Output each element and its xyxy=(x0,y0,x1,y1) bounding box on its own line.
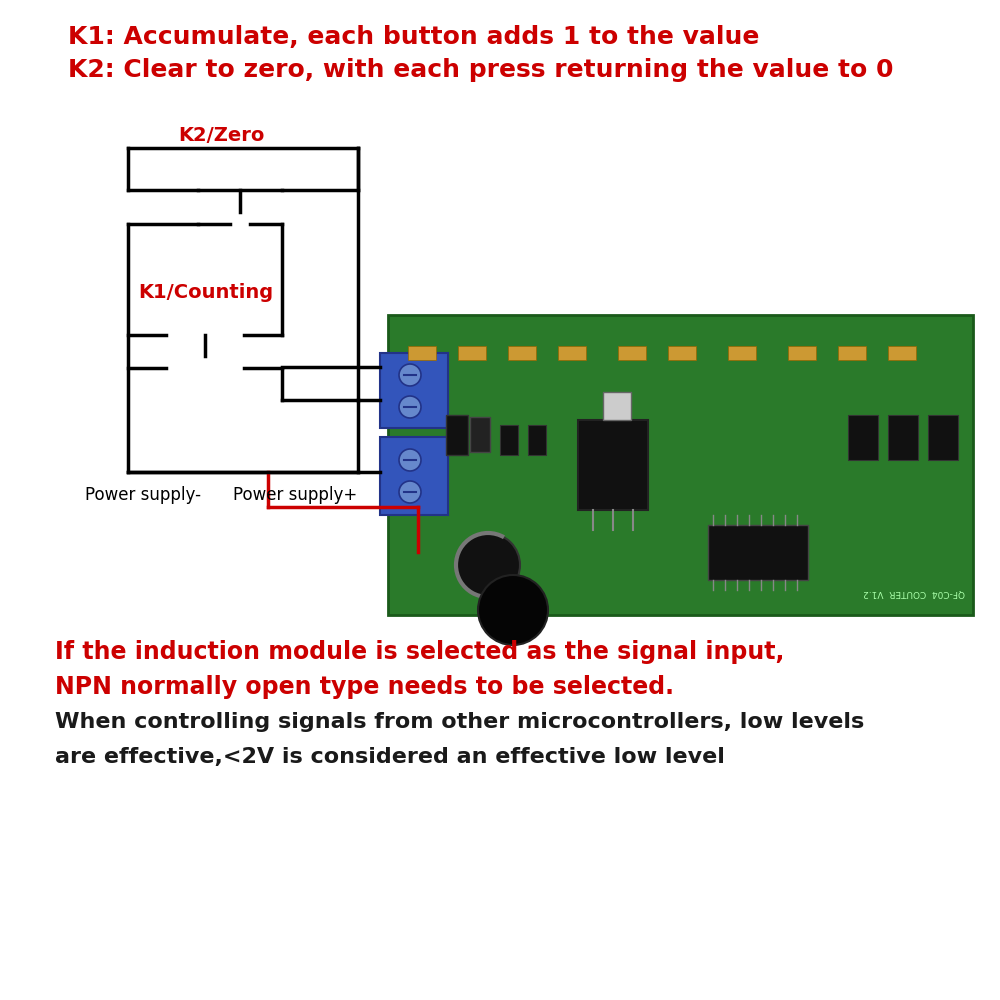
Bar xyxy=(446,415,468,455)
Circle shape xyxy=(456,533,520,597)
Bar xyxy=(788,346,816,360)
Text: K2: Clear to zero, with each press returning the value to 0: K2: Clear to zero, with each press retur… xyxy=(68,58,894,82)
Bar xyxy=(888,415,918,460)
Bar xyxy=(603,392,631,420)
Bar xyxy=(388,315,973,615)
Bar xyxy=(470,417,490,452)
Bar xyxy=(728,346,756,360)
Text: QF-C04  COUTER  V1.2: QF-C04 COUTER V1.2 xyxy=(863,588,965,597)
Bar xyxy=(838,346,866,360)
Bar xyxy=(618,346,646,360)
Text: are effective,<2V is considered an effective low level: are effective,<2V is considered an effec… xyxy=(55,747,725,767)
Bar xyxy=(380,353,448,428)
Text: K1: Accumulate, each button adds 1 to the value: K1: Accumulate, each button adds 1 to th… xyxy=(68,25,759,49)
Text: If the induction module is selected as the signal input,: If the induction module is selected as t… xyxy=(55,640,784,664)
Circle shape xyxy=(399,481,421,503)
Bar xyxy=(408,346,436,360)
Circle shape xyxy=(399,449,421,471)
Text: K2/Zero: K2/Zero xyxy=(178,126,264,145)
Text: Power supply+: Power supply+ xyxy=(233,486,357,504)
Bar xyxy=(928,415,958,460)
Bar xyxy=(458,346,486,360)
Circle shape xyxy=(478,575,548,645)
Bar xyxy=(668,346,696,360)
Bar xyxy=(848,415,878,460)
Bar xyxy=(528,425,546,455)
Text: K1/Counting: K1/Counting xyxy=(138,283,273,302)
Circle shape xyxy=(399,364,421,386)
Bar xyxy=(380,437,448,515)
Bar xyxy=(888,346,916,360)
Bar xyxy=(578,420,648,510)
Circle shape xyxy=(399,396,421,418)
Bar xyxy=(708,525,808,580)
Bar xyxy=(508,346,536,360)
Bar xyxy=(558,346,586,360)
Bar xyxy=(500,425,518,455)
Text: Power supply-: Power supply- xyxy=(85,486,201,504)
Text: When controlling signals from other microcontrollers, low levels: When controlling signals from other micr… xyxy=(55,712,864,732)
Text: NPN normally open type needs to be selected.: NPN normally open type needs to be selec… xyxy=(55,675,674,699)
